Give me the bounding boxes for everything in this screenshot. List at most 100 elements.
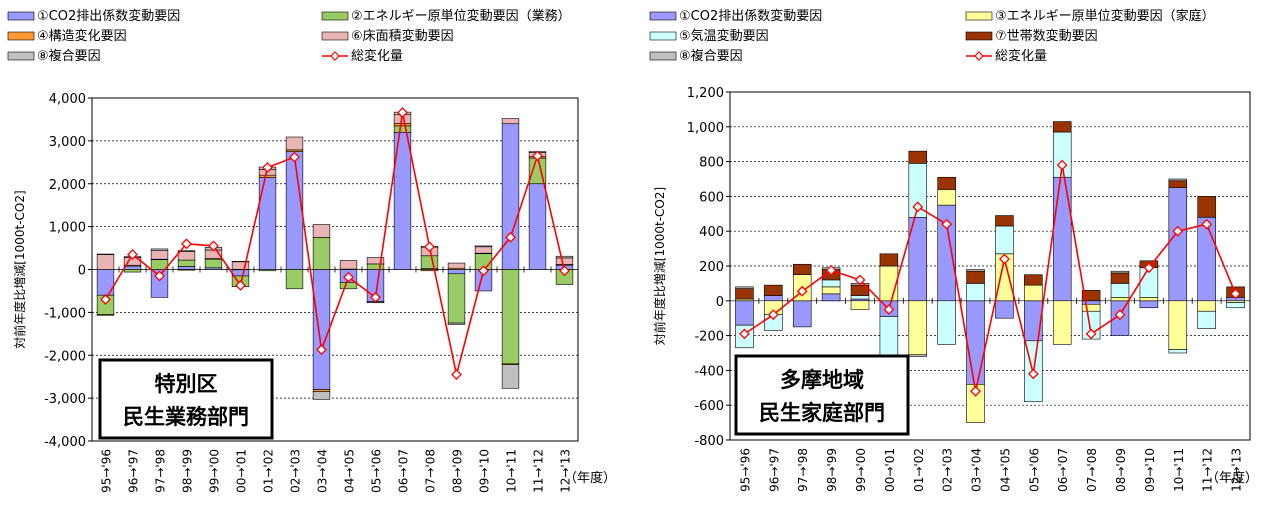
bar-segment-co2 (1024, 300, 1043, 342)
x-tick-label: 06→'07 (1056, 448, 1070, 492)
bar-segment-composite (474, 245, 493, 248)
bar-segment-household (995, 215, 1014, 227)
bar-segment-energy_biz (177, 259, 196, 267)
bar-segment-floor (150, 250, 169, 260)
bar-segment-composite (150, 248, 169, 251)
total-point (970, 385, 981, 397)
bar-segment-energy_biz (447, 273, 466, 324)
bar-segment-floor (474, 246, 493, 254)
chart-1: -4,000 -3,000 -2,000 -1,000 0 1,000 2,000 3,000… (7, 8, 616, 493)
bar-segment-energy_biz (393, 125, 412, 133)
bar-segment-floor (96, 254, 115, 270)
chart-title-line-2: 民生業務部門 (123, 405, 249, 429)
bar-segment-composite (555, 255, 574, 259)
bar-segment-floor (285, 136, 304, 151)
x-tick-label: 10→'11 (1172, 448, 1186, 492)
bar-segment-energy_biz (366, 263, 385, 270)
legend-label: ③エネルギー原単位変動要因（家庭） (995, 8, 1215, 24)
total-point (100, 294, 111, 305)
legend-label: ②エネルギー原単位変動要因（業務） (351, 8, 571, 24)
bar-segment-structure (258, 174, 277, 178)
bar-segment-composite (177, 250, 196, 252)
bar-segment-temp (879, 316, 899, 357)
bar-segment-energy_home (1024, 284, 1043, 302)
bar-segment-household (1081, 290, 1101, 302)
total-point (1230, 288, 1241, 300)
bar-segment-floor (177, 251, 196, 261)
y-tick-label: -200 (694, 330, 724, 345)
y-tick-label: 4,000 (49, 92, 86, 107)
bar-segment-energy_biz (204, 258, 223, 269)
total-point (999, 253, 1010, 265)
y-tick-label: 200 (699, 260, 724, 275)
bar-segment-energy_home (1110, 297, 1130, 302)
x-tick-label: 98→'99 (825, 448, 839, 492)
x-tick-label: 10→'11 (505, 449, 519, 493)
total-point (127, 249, 138, 260)
total-point (941, 218, 953, 230)
bar-segment-composite (312, 391, 331, 400)
bar-segment-co2 (1139, 300, 1159, 309)
y-tick-label: -400 (694, 364, 724, 379)
bar-segment-structure (177, 269, 196, 271)
bar-segment-temp (995, 225, 1014, 255)
bar-segment-household (1197, 196, 1216, 218)
legend-label: ⑧複合要因 (37, 48, 101, 64)
y-tick-label: -600 (694, 399, 724, 414)
legend-swatch-co2 (7, 11, 35, 21)
bar-segment-household (792, 263, 812, 276)
bar-segment-composite (1168, 178, 1188, 182)
total-point (181, 238, 192, 250)
bar-segment-temp (1197, 310, 1216, 329)
bar-segment-co2 (764, 295, 783, 302)
legend-label: ⑦世帯数変動要因 (995, 28, 1098, 44)
bar-segment-structure (420, 269, 439, 272)
x-tick-label: 12→'13 (559, 449, 573, 493)
bar-segment-structure (312, 389, 331, 392)
title-box (98, 358, 274, 440)
x-tick-label: 97→'98 (154, 449, 168, 493)
chart-title-line-2: 民生家庭部門 (759, 401, 885, 425)
bar-segment-temp (1110, 283, 1130, 298)
x-tick-label: 96→'97 (127, 449, 141, 493)
bar-segment-floor (501, 118, 520, 125)
total-point (854, 274, 866, 286)
x-tick-label: 11→'12 (1201, 448, 1215, 492)
bar-segment-energy_home (1052, 300, 1072, 345)
bar-segment-co2 (231, 269, 250, 277)
legend-label: ①CO2排出係数変動要因 (37, 8, 180, 24)
x-tick-label: 09→'10 (478, 449, 492, 493)
total-point (397, 107, 408, 118)
bar-segment-household (1110, 272, 1130, 284)
bar-segment-energy_biz (501, 269, 520, 365)
bar-segment-co2 (735, 300, 754, 326)
x-tick-label: 97→'98 (796, 448, 810, 492)
x-tick-label: 04→'05 (343, 449, 357, 493)
total-point (505, 231, 516, 243)
y-tick-label: -800 (694, 434, 724, 449)
legend-label: ⑧複合要因 (679, 48, 743, 64)
legend-swatch-floor (321, 31, 349, 41)
legend-swatch-composite (649, 51, 677, 61)
y-tick-label: -2,000 (44, 349, 86, 364)
legend-swatch-total-marker (974, 51, 984, 61)
total-point (883, 304, 895, 315)
bar-segment-energy_home (1139, 297, 1159, 302)
y-tick-label: 600 (699, 190, 724, 205)
legend-swatch-composite (7, 51, 35, 61)
bar-segment-co2 (821, 293, 841, 302)
x-tick-label: 11→'12 (532, 449, 546, 493)
total-point (262, 162, 273, 173)
x-tick-label: 08→'09 (451, 449, 465, 493)
total-point (289, 151, 300, 163)
total-point (825, 264, 837, 276)
bar-segment-household (764, 284, 783, 296)
total-point (739, 328, 750, 340)
bar-segment-co2 (501, 123, 520, 270)
bar-segment-composite (501, 364, 520, 389)
total-point (796, 285, 808, 297)
bar-segment-energy_biz (312, 237, 331, 270)
legend-label: ⑥床面積変動要因 (351, 28, 454, 44)
bar-segment-energy_home (1081, 303, 1101, 312)
